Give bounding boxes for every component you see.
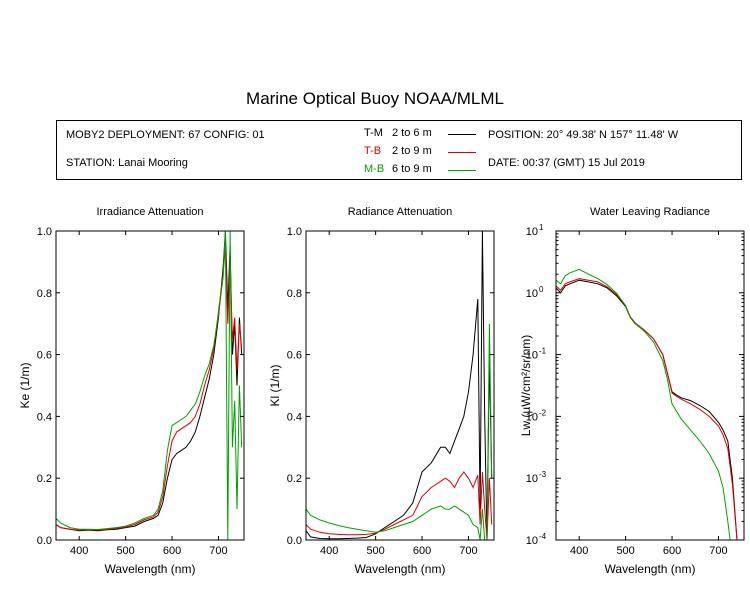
- y-tick-exponent: 0: [539, 285, 544, 294]
- legend-code-tb: T-B: [364, 145, 382, 157]
- panel-title: Radiance Attenuation: [348, 206, 453, 218]
- plot-frame: [305, 230, 495, 541]
- y-tick-label: 0.8: [287, 288, 302, 300]
- x-axis-label: Wavelength (nm): [355, 562, 446, 576]
- x-tick-label: 500: [116, 545, 134, 557]
- x-tick-label: 700: [709, 545, 727, 557]
- legend-range-tm: 2 to 6 m: [392, 127, 432, 139]
- y-tick-label: 0.2: [37, 473, 52, 485]
- y-tick-exponent: 1: [539, 223, 544, 232]
- y-tick-label: 0.0: [287, 535, 302, 547]
- x-tick-label: 400: [570, 545, 588, 557]
- y-tick-label: 1.0: [37, 226, 52, 238]
- plot-frame: [55, 230, 245, 541]
- x-axis-label: Wavelength (nm): [605, 562, 696, 576]
- deployment-text: MOBY2 DEPLOYMENT: 67 CONFIG: 01: [66, 129, 265, 141]
- y-axis-label: Ke (1/m): [18, 362, 32, 408]
- legend-code-tm: T-M: [364, 127, 383, 139]
- series-line-t-m: [556, 279, 738, 540]
- y-tick-label: 0.0: [37, 535, 52, 547]
- y-tick-label: 1.0: [287, 226, 302, 238]
- chart-panel-3: [555, 230, 745, 541]
- legend-range-mb: 6 to 9 m: [392, 163, 432, 175]
- y-tick-label: 0.2: [287, 473, 302, 485]
- y-tick-label: 10: [526, 535, 538, 547]
- y-tick-label: 10: [526, 411, 538, 423]
- x-tick-label: 600: [663, 545, 681, 557]
- x-axis-label: Wavelength (nm): [105, 562, 196, 576]
- y-tick-label: 0.8: [37, 288, 52, 300]
- x-tick-label: 600: [163, 545, 181, 557]
- chart-main-title: Marine Optical Buoy NOAA/MLML: [246, 89, 504, 108]
- series-line-t-m: [306, 231, 493, 540]
- y-tick-label: 10: [526, 288, 538, 300]
- series-line-m-b: [56, 231, 243, 540]
- y-tick-label: 0.6: [287, 350, 302, 362]
- series-line-t-m: [56, 231, 243, 532]
- y-axis-label: Kl (1/m): [268, 364, 282, 406]
- y-tick-label: 10: [526, 226, 538, 238]
- x-tick-label: 400: [70, 545, 88, 557]
- position-text: POSITION: 20° 49.38' N 157° 11.48' W: [488, 129, 679, 141]
- y-tick-label: 0.6: [37, 350, 52, 362]
- legend-line-tm: [448, 134, 476, 135]
- y-tick-label: 10: [526, 473, 538, 485]
- y-axis-label: Lw (µW/cm²/sr/nm): [519, 335, 533, 437]
- legend-line-tb: [448, 152, 476, 153]
- date-text: DATE: 00:37 (GMT) 15 Jul 2019: [488, 157, 645, 169]
- x-tick-label: 500: [366, 545, 384, 557]
- panel-title: Irradiance Attenuation: [96, 206, 203, 218]
- info-box: MOBY2 DEPLOYMENT: 67 CONFIG: 01 STATION:…: [56, 120, 742, 180]
- chart-panel-2: [305, 230, 495, 541]
- series-line-t-b: [306, 471, 493, 540]
- chart-panel-1: [55, 230, 245, 541]
- series-line-t-b: [56, 246, 243, 531]
- y-tick-exponent: -2: [539, 408, 547, 417]
- y-tick-label: 10: [526, 350, 538, 362]
- series-line-t-b: [556, 278, 738, 540]
- y-tick-label: 0.4: [287, 411, 302, 423]
- x-tick-label: 600: [413, 545, 431, 557]
- series-line-m-b: [556, 268, 731, 540]
- y-tick-exponent: -1: [539, 347, 547, 356]
- x-tick-label: 700: [459, 545, 477, 557]
- y-tick-label: 0.4: [37, 411, 52, 423]
- panel-title: Water Leaving Radiance: [590, 206, 710, 218]
- x-tick-label: 500: [616, 545, 634, 557]
- legend-range-tb: 2 to 9 m: [392, 145, 432, 157]
- legend-code-mb: M-B: [364, 163, 385, 175]
- x-tick-label: 400: [320, 545, 338, 557]
- series-line-m-b: [306, 323, 493, 540]
- x-tick-label: 700: [209, 545, 227, 557]
- legend-line-mb: [448, 170, 476, 171]
- y-tick-exponent: -3: [539, 470, 547, 479]
- station-text: STATION: Lanai Mooring: [66, 157, 188, 169]
- y-tick-exponent: -4: [539, 532, 547, 541]
- plot-frame: [555, 230, 745, 541]
